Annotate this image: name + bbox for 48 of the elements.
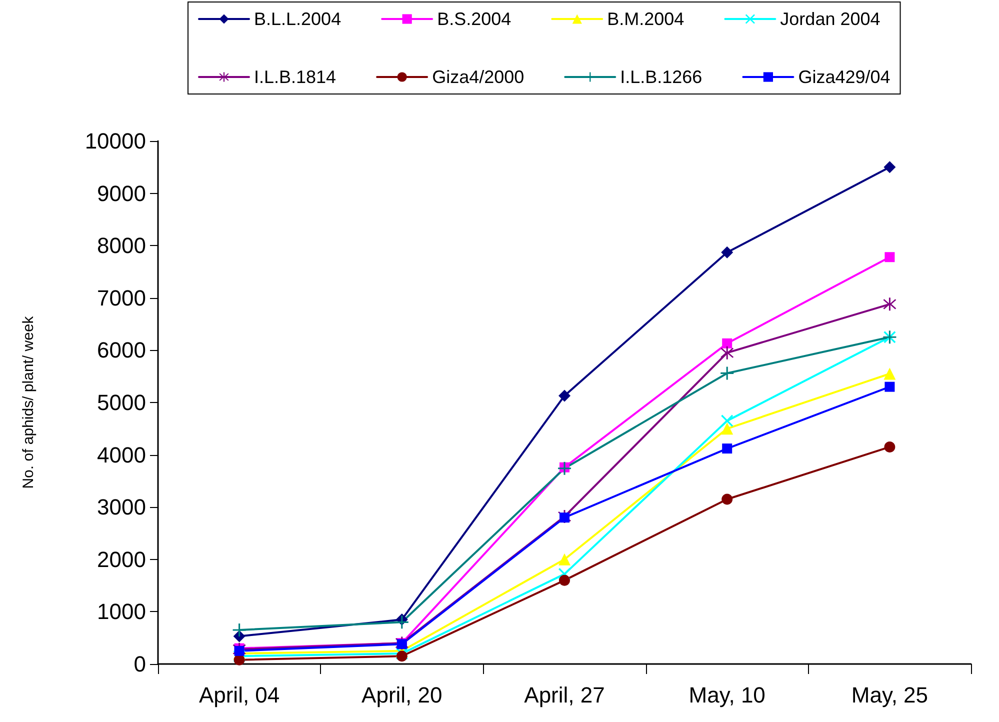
y-tick-label: 0 xyxy=(134,652,146,676)
x-tick-label: April, 04 xyxy=(198,682,280,708)
point xyxy=(558,553,570,566)
y-axis-title: No. of aphids/ plant/ week xyxy=(20,316,37,489)
x-tick-label: May, 10 xyxy=(688,682,766,708)
legend-label: Giza429/04 xyxy=(798,67,890,87)
point xyxy=(234,646,244,656)
legend-label: B.L.L.2004 xyxy=(254,9,342,29)
legend-label: I.L.B.1814 xyxy=(254,67,336,87)
y-tick-label: 3000 xyxy=(97,494,146,520)
y-tick-label: 2000 xyxy=(97,546,146,572)
point xyxy=(232,624,246,637)
point xyxy=(722,338,732,348)
point xyxy=(721,246,734,258)
point xyxy=(884,368,896,380)
y-tick-label: 4000 xyxy=(97,442,146,468)
y-tick-label: 7000 xyxy=(97,285,146,310)
point xyxy=(884,441,896,452)
legend-label: I.L.B.1266 xyxy=(620,67,702,87)
point xyxy=(720,366,734,380)
legend-label: B.M.2004 xyxy=(607,9,684,29)
point xyxy=(884,382,895,392)
point xyxy=(560,512,570,523)
y-tick-label: 5000 xyxy=(97,390,146,415)
x-tick-label: April, 20 xyxy=(362,682,442,708)
point xyxy=(722,444,732,454)
y-tick-label: 6000 xyxy=(97,338,146,363)
point xyxy=(558,462,571,475)
point xyxy=(720,346,734,360)
point xyxy=(883,298,896,311)
point xyxy=(721,414,734,427)
point xyxy=(884,161,896,174)
x-tick-label: April, 27 xyxy=(524,682,605,708)
legend-label: Giza4/2000 xyxy=(432,67,524,87)
y-tick-label: 1000 xyxy=(97,599,146,624)
y-tick-label: 8000 xyxy=(97,233,146,258)
legend-label: B.S.2004 xyxy=(437,9,512,29)
point xyxy=(395,616,408,629)
y-tick-label: 10000 xyxy=(84,128,146,154)
y-tick-label: 9000 xyxy=(97,180,146,206)
x-tick-label: May, 25 xyxy=(851,682,928,708)
point xyxy=(558,390,570,402)
point xyxy=(722,494,733,505)
point xyxy=(396,650,408,662)
point xyxy=(721,422,734,435)
point xyxy=(884,252,895,262)
legend-label: Jordan 2004 xyxy=(780,9,880,29)
point xyxy=(559,574,570,586)
